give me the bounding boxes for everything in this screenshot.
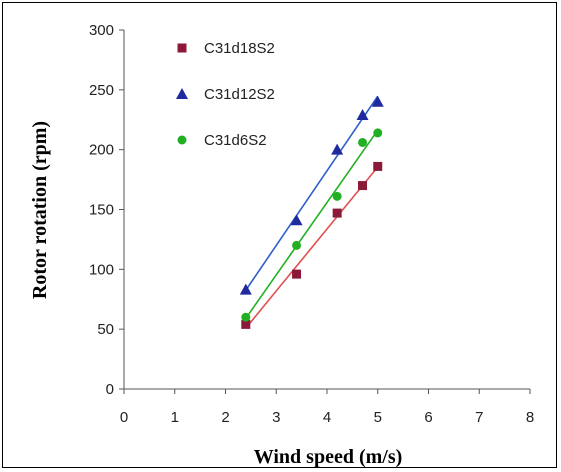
x-tick-label: 4 (323, 409, 331, 426)
x-tick-label: 8 (526, 409, 534, 426)
data-point-C31d12S2 (356, 108, 369, 120)
data-point-C31d6S2 (373, 128, 383, 138)
trendline-C31d12S2 (245, 95, 379, 291)
axes: 0 50 100 150 200 250 300 0 1 2 3 4 5 6 7 8 (89, 22, 534, 426)
y-tick-label: 50 (97, 321, 114, 338)
legend-marker-C31d6S2 (177, 135, 187, 145)
y-tick-label: 250 (89, 82, 114, 99)
y-tick-label: 200 (89, 142, 114, 159)
data-points (239, 95, 384, 329)
x-tick-label: 2 (221, 409, 229, 426)
x-tick-label: 1 (171, 409, 179, 426)
y-tick-label: 0 (106, 381, 114, 398)
data-point-C31d12S2 (331, 143, 344, 155)
data-point-C31d18S2 (332, 208, 342, 218)
x-tick-label: 5 (374, 409, 382, 426)
y-tick-label: 150 (89, 202, 114, 219)
y-tick-label: 300 (89, 22, 114, 39)
x-axis-title: Wind speed (m/s) (254, 446, 403, 468)
data-point-C31d6S2 (241, 312, 251, 322)
data-point-C31d12S2 (371, 95, 384, 107)
chart-frame (2, 2, 557, 468)
data-point-C31d18S2 (358, 181, 368, 191)
x-tick-label: 7 (475, 409, 483, 426)
y-tick-label: 100 (89, 261, 114, 278)
trendline-C31d18S2 (245, 166, 379, 329)
y-axis-title: Rotor rotation (rpm) (29, 121, 51, 299)
data-point-C31d6S2 (292, 240, 302, 250)
legend-marker-C31d12S2 (176, 88, 188, 99)
data-point-C31d18S2 (292, 269, 302, 279)
data-point-C31d18S2 (241, 319, 251, 329)
legend: C31d18S2 C31d12S2 C31d6S2 (176, 40, 275, 149)
legend-label-C31d6S2: C31d6S2 (204, 132, 267, 149)
legend-label-C31d12S2: C31d12S2 (204, 86, 275, 103)
data-point-C31d18S2 (373, 161, 383, 171)
legend-marker-C31d18S2 (177, 43, 187, 53)
trendlines (245, 95, 379, 329)
x-tick-label: 3 (272, 409, 280, 426)
data-point-C31d6S2 (332, 191, 342, 201)
trendline-C31d6S2 (245, 129, 379, 319)
data-point-C31d12S2 (239, 283, 252, 295)
data-point-C31d6S2 (358, 137, 368, 147)
data-point-C31d12S2 (290, 214, 303, 226)
x-tick-label: 6 (424, 409, 432, 426)
legend-label-C31d18S2: C31d18S2 (204, 40, 275, 57)
x-tick-label: 0 (120, 409, 128, 426)
